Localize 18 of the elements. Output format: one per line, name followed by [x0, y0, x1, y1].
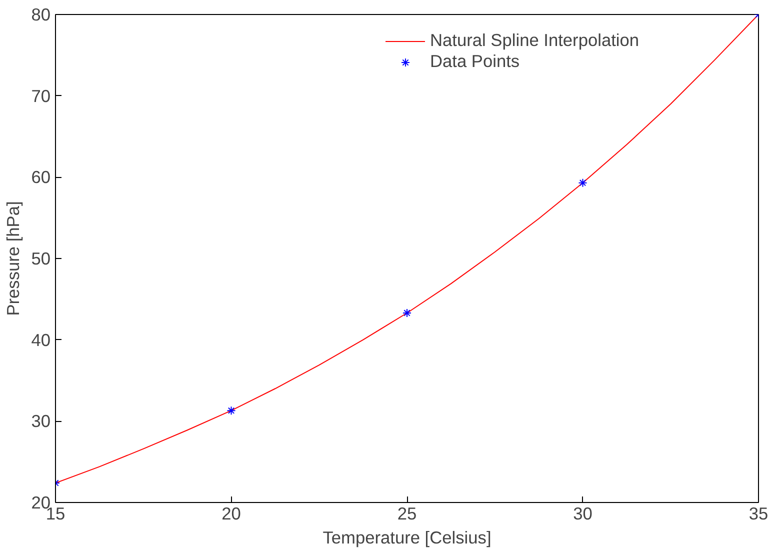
y-tick-label: 70: [31, 86, 51, 106]
x-tick-label: 35: [748, 504, 768, 524]
point: [226, 406, 236, 416]
legend-label: Natural Spline Interpolation: [430, 30, 640, 51]
point: [402, 308, 412, 318]
x-tick-label: 30: [573, 504, 592, 524]
x-axis-title: Temperature [Celsius]: [322, 528, 492, 548]
y-tick-label: 60: [31, 167, 51, 188]
y-tick-label: 80: [31, 4, 51, 24]
x-tick-label: 20: [222, 504, 241, 524]
y-axis-title: Pressure [hPa]: [3, 201, 24, 316]
y-tick-label: 40: [31, 330, 51, 350]
line-series: [56, 14, 758, 484]
x-tick-label: 25: [397, 504, 417, 524]
point: [578, 178, 588, 188]
y-tick-label: 50: [31, 248, 51, 268]
y-tick-label: 30: [31, 411, 51, 432]
legend-label: Data Points: [430, 51, 520, 72]
